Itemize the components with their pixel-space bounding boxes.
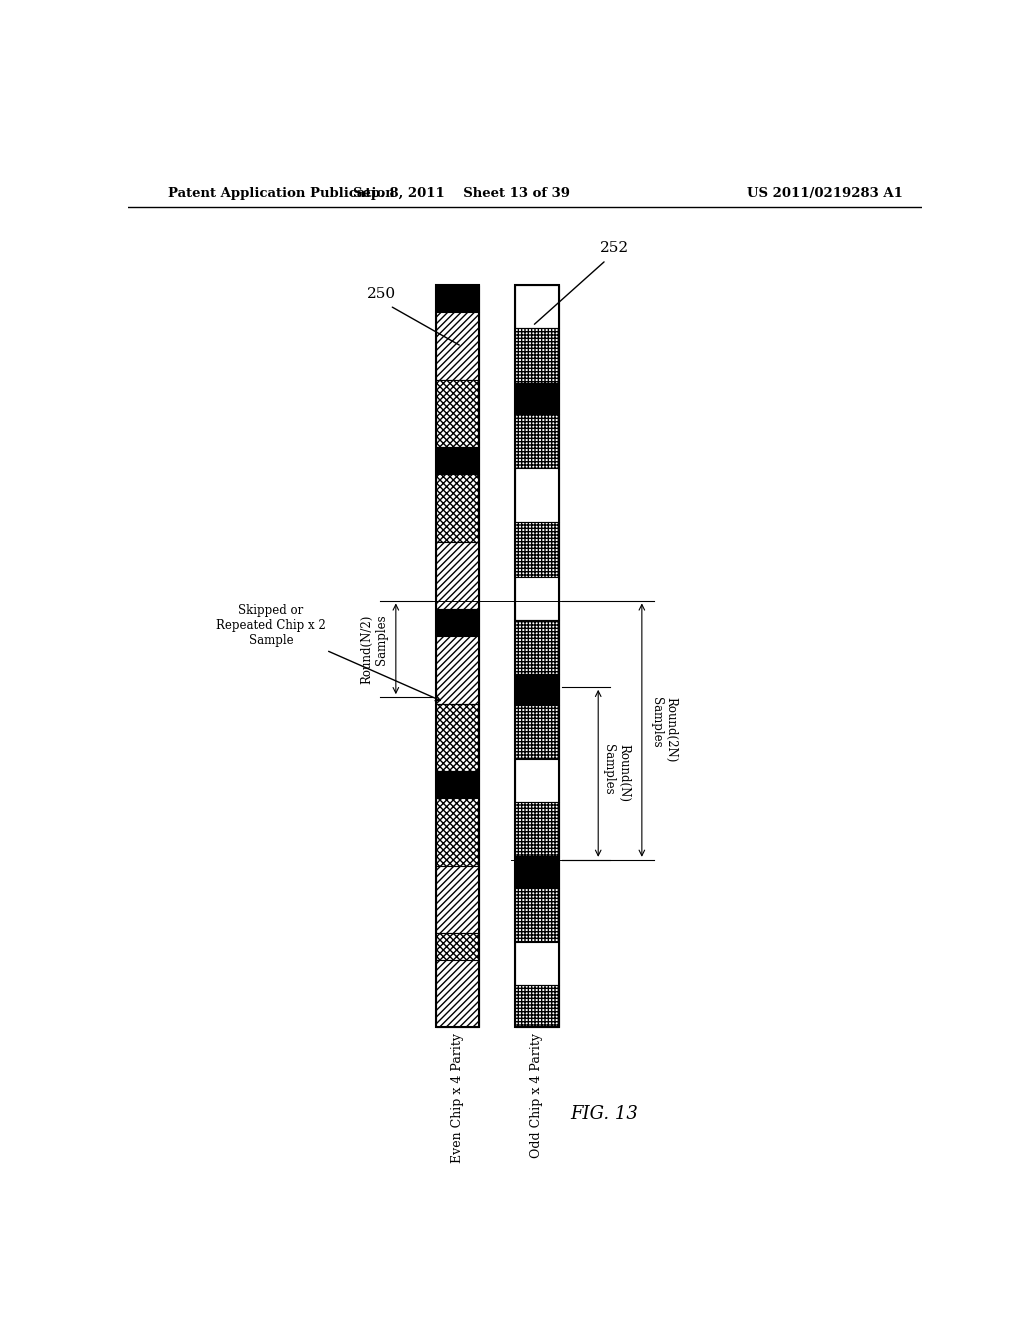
Bar (515, 857, 558, 887)
Text: FIG. 13: FIG. 13 (570, 1105, 638, 1123)
Bar (435, 447, 479, 474)
Text: Round(2N)
Samples: Round(2N) Samples (650, 697, 678, 763)
Bar (435, 636, 479, 704)
Text: 250: 250 (368, 286, 396, 301)
Bar (435, 380, 479, 447)
Bar (515, 759, 558, 803)
Bar (515, 577, 558, 619)
Bar (435, 960, 479, 1027)
Text: Patent Application Publication: Patent Application Publication (168, 187, 394, 201)
Bar (435, 285, 479, 313)
Text: Round(N)
Samples: Round(N) Samples (602, 744, 630, 803)
Text: Round(N/2)
Samples: Round(N/2) Samples (359, 614, 388, 684)
Bar (435, 704, 479, 771)
Bar (515, 985, 558, 1027)
Bar (515, 383, 558, 413)
Text: Sep. 8, 2011    Sheet 13 of 39: Sep. 8, 2011 Sheet 13 of 39 (353, 187, 569, 201)
Text: Skipped or
Repeated Chip x 2
Sample: Skipped or Repeated Chip x 2 Sample (216, 605, 440, 701)
Bar (515, 705, 558, 759)
Bar (515, 285, 558, 1027)
Text: 252: 252 (599, 242, 629, 255)
Bar (515, 942, 558, 985)
Bar (435, 474, 479, 541)
Text: Odd Chip x 4 Parity: Odd Chip x 4 Parity (530, 1032, 543, 1158)
Bar (515, 523, 558, 577)
Bar (435, 866, 479, 933)
Bar (515, 469, 558, 523)
Bar (435, 313, 479, 380)
Bar (435, 610, 479, 636)
Bar (435, 799, 479, 866)
Text: US 2011/0219283 A1: US 2011/0219283 A1 (748, 187, 903, 201)
Bar (515, 413, 558, 469)
Bar (515, 803, 558, 857)
Bar (515, 887, 558, 942)
Bar (515, 619, 558, 675)
Text: Even Chip x 4 Parity: Even Chip x 4 Parity (451, 1032, 464, 1163)
Bar (515, 329, 558, 383)
Bar (515, 285, 558, 329)
Bar (435, 541, 479, 610)
Bar (515, 675, 558, 705)
Bar (435, 933, 479, 960)
Bar (435, 285, 479, 1027)
Bar (435, 771, 479, 799)
